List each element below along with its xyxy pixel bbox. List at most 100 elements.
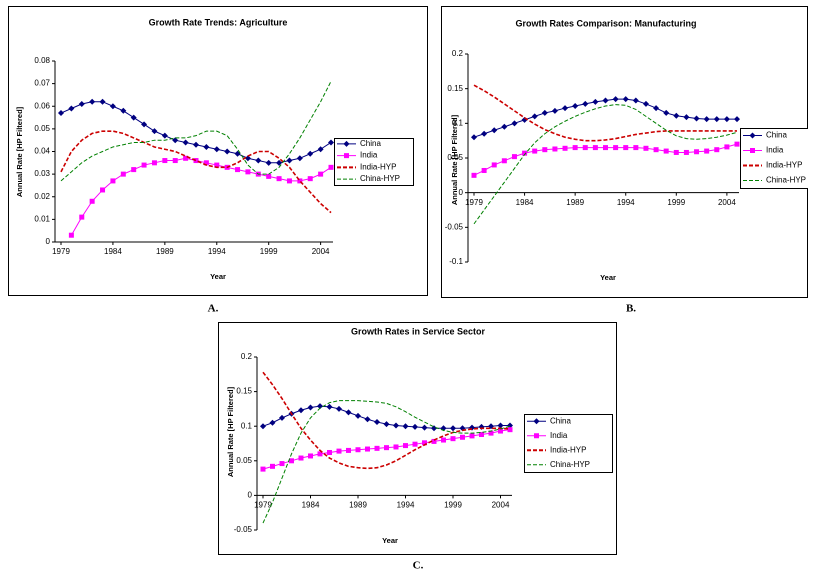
data-point: [89, 198, 95, 204]
data-point: [289, 458, 294, 464]
data-point: [213, 146, 220, 153]
y-axis-title: Annual Rate [HP Filtered]: [226, 386, 235, 477]
data-point: [255, 157, 262, 164]
y-tick-label: 0.05: [236, 456, 252, 465]
data-point: [643, 145, 649, 151]
data-point: [713, 116, 720, 123]
data-point: [511, 154, 517, 160]
data-point: [749, 132, 756, 139]
x-axis-title: Year: [210, 272, 226, 281]
data-point: [68, 105, 75, 112]
legend-box: [740, 128, 808, 189]
data-point: [431, 425, 437, 432]
y-tick-label: 0.01: [34, 214, 50, 223]
data-point: [534, 433, 539, 439]
data-point: [141, 121, 148, 128]
data-point: [183, 155, 189, 161]
data-point: [193, 141, 199, 148]
data-point: [151, 128, 158, 135]
data-point: [317, 451, 323, 457]
legend-label: China-HYP: [360, 174, 400, 183]
caption: B.: [626, 303, 636, 315]
data-point: [374, 419, 380, 426]
data-point: [663, 109, 670, 116]
x-tick-label: 1999: [667, 198, 685, 207]
x-tick-label: 1984: [104, 247, 122, 256]
data-point: [562, 145, 568, 151]
x-tick-label: 1994: [617, 198, 635, 207]
chart: Growth Rates in Service Sector Annual Rat…: [218, 322, 617, 555]
x-tick-label: 1994: [397, 501, 415, 510]
legend-label: India: [550, 431, 568, 440]
data-point: [307, 150, 314, 157]
y-tick-label: 0.2: [452, 49, 464, 58]
data-point: [286, 157, 293, 164]
data-point: [481, 167, 487, 173]
data-point: [58, 110, 64, 117]
x-tick-label: 1989: [349, 501, 367, 510]
data-point: [99, 98, 106, 105]
x-tick-label: 1984: [516, 198, 534, 207]
data-point: [734, 141, 740, 147]
data-point: [260, 423, 266, 430]
data-point: [279, 414, 285, 421]
data-point: [343, 140, 350, 147]
data-point: [552, 146, 558, 152]
data-point: [501, 123, 508, 130]
data-point: [203, 160, 209, 166]
x-tick-label: 1994: [208, 247, 226, 256]
data-point: [491, 162, 497, 168]
data-point: [683, 149, 689, 155]
legend-label: China-HYP: [550, 460, 590, 469]
data-point: [317, 146, 324, 153]
data-point: [551, 107, 558, 114]
y-tick-label: -0.05: [234, 525, 253, 534]
data-point: [68, 232, 74, 238]
chart: Growth Rate Trends: Agriculture Annual Ra…: [8, 6, 428, 296]
data-point: [703, 116, 710, 123]
data-point: [653, 147, 659, 153]
x-tick-label: 1999: [444, 501, 462, 510]
y-tick-label: 0.02: [34, 192, 50, 201]
data-point: [344, 153, 349, 159]
data-point: [297, 178, 303, 184]
y-tick-label: 0.08: [34, 56, 50, 65]
x-tick-label: 1989: [156, 247, 174, 256]
data-point: [541, 109, 548, 116]
data-point: [673, 112, 680, 119]
data-point: [224, 148, 231, 155]
data-point: [572, 145, 578, 151]
series-line: [473, 84, 737, 142]
data-point: [653, 105, 660, 112]
data-point: [79, 214, 85, 220]
y-tick-label: 0.05: [34, 124, 50, 133]
data-point: [582, 100, 589, 107]
chart-panel: B. Growth Rates Comparison: Manufacturing…: [441, 6, 808, 315]
data-point: [307, 176, 313, 182]
series-line: [262, 371, 511, 470]
data-point: [131, 167, 137, 173]
y-tick-label: 0.05: [447, 153, 463, 162]
data-point: [336, 405, 342, 412]
x-tick-label: 1979: [52, 247, 70, 256]
chart-title: Growth Rates Comparison: Manufacturing: [515, 18, 696, 28]
data-point: [471, 172, 477, 178]
data-point: [441, 437, 446, 443]
data-point: [750, 148, 755, 153]
data-point: [533, 418, 540, 425]
data-point: [355, 447, 361, 453]
data-point: [89, 98, 96, 105]
y-tick-label: -0.05: [445, 222, 464, 231]
data-point: [488, 430, 494, 436]
data-point: [403, 443, 408, 449]
data-point: [172, 137, 179, 144]
data-point: [276, 176, 282, 182]
data-point: [78, 100, 85, 107]
data-point: [383, 421, 390, 428]
data-point: [734, 116, 740, 123]
data-point: [402, 423, 409, 430]
legend-label: China: [766, 131, 787, 140]
data-point: [491, 127, 498, 134]
data-point: [471, 134, 477, 141]
